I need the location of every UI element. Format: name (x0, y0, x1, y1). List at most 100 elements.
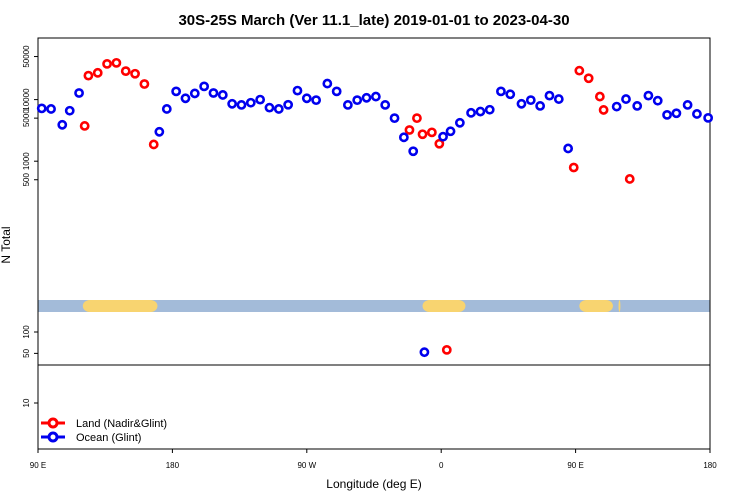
ocean-point (398, 132, 409, 143)
ocean-point (342, 100, 353, 110)
legend: Land (Nadir&Glint) Ocean (Glint) (41, 417, 167, 444)
x-tick-label: 90 E (30, 461, 46, 470)
land-band (579, 300, 613, 312)
ocean-point (154, 126, 165, 137)
legend-ocean-marker (47, 431, 59, 443)
ocean-point (74, 88, 84, 98)
ocean-point (389, 113, 400, 124)
y-tick-label-lower: 10 (22, 398, 31, 407)
x-tick-label: 90 W (297, 461, 316, 470)
ocean-point (161, 104, 172, 114)
ocean-point (236, 100, 247, 110)
y-tick-label-lower: 100 (22, 325, 31, 339)
land-point (594, 91, 605, 102)
ocean-point (632, 101, 643, 111)
land-point (148, 139, 159, 150)
ocean-point (283, 99, 294, 110)
ocean-point (643, 90, 654, 101)
land-point (426, 127, 437, 138)
ocean-point (36, 103, 47, 114)
land-band (618, 300, 621, 312)
x-tick-label: 180 (703, 461, 717, 470)
ocean-point (273, 104, 284, 114)
y-tick-label-upper: 1000 (22, 152, 31, 170)
ocean-point (208, 88, 219, 98)
ocean-point (408, 146, 419, 157)
land-point (83, 70, 94, 81)
land-point (139, 79, 150, 89)
ocean-point (535, 101, 546, 111)
ocean-point (227, 98, 238, 109)
ocean-point (525, 95, 536, 106)
land-point (404, 125, 415, 135)
y-tick-label-lower: 50 (22, 348, 31, 357)
ocean-point (553, 94, 564, 104)
ocean-point (255, 94, 266, 105)
ocean-point (475, 106, 486, 117)
ocean-point (621, 94, 631, 104)
land-point (441, 344, 452, 355)
ocean-point (563, 143, 574, 154)
ocean-point (380, 100, 391, 110)
y-tick-label-upper: 5000 (22, 109, 31, 127)
ocean-point (516, 98, 527, 109)
ocean-point (671, 108, 682, 119)
land-point (79, 121, 90, 131)
ocean-point (245, 97, 256, 108)
ocean-point (361, 92, 372, 103)
ocean-point (544, 90, 555, 101)
ocean-point (505, 89, 516, 100)
land-band (422, 300, 466, 312)
ocean-point (484, 104, 495, 115)
data-points (36, 57, 714, 358)
plot-frame (37, 37, 711, 450)
ocean-point (662, 109, 672, 120)
ocean-point (292, 85, 303, 96)
ocean-land-strip (38, 300, 710, 312)
ocean-point (352, 95, 363, 106)
land-point (102, 58, 112, 69)
land-band (82, 300, 158, 312)
ocean-point (57, 119, 68, 130)
ocean-strip (38, 300, 710, 312)
ocean-point (46, 104, 56, 114)
land-point (120, 66, 131, 77)
legend-ocean-label: Ocean (Glint) (76, 432, 141, 444)
ocean-point (703, 112, 714, 123)
land-point (92, 67, 103, 78)
ocean-point (466, 107, 476, 118)
ocean-point (311, 95, 322, 106)
ocean-point (370, 91, 381, 102)
ocean-point (652, 95, 663, 106)
ocean-point (322, 78, 333, 89)
ocean-point (682, 100, 693, 110)
land-point (417, 129, 428, 140)
ocean-point (64, 105, 75, 116)
legend-land-label: Land (Nadir&Glint) (76, 418, 167, 430)
y-tick-label-upper: 10000 (22, 88, 31, 111)
ocean-point (189, 88, 200, 99)
ocean-point (692, 109, 702, 119)
ocean-point (496, 86, 506, 97)
land-point (574, 65, 585, 76)
y-tick-label-upper: 500 (22, 173, 31, 187)
ocean-point (331, 86, 342, 97)
x-axis-label: Longitude (deg E) (326, 477, 421, 491)
ocean-point (419, 347, 430, 358)
land-point (598, 105, 609, 115)
land-point (412, 113, 422, 124)
x-tick-label: 180 (166, 461, 180, 470)
ocean-point (438, 131, 448, 142)
land-point (111, 57, 122, 68)
legend-land-marker (47, 417, 59, 429)
land-point (434, 138, 445, 149)
chart-title: 30S-25S March (Ver 11.1_late) 2019-01-01… (178, 12, 569, 29)
x-tick-label: 90 E (567, 461, 583, 470)
y-axis-label: N Total (0, 226, 13, 263)
ocean-point (180, 93, 191, 104)
ocean-point (445, 126, 456, 137)
ocean-point (199, 81, 210, 92)
ocean-point (611, 101, 622, 112)
